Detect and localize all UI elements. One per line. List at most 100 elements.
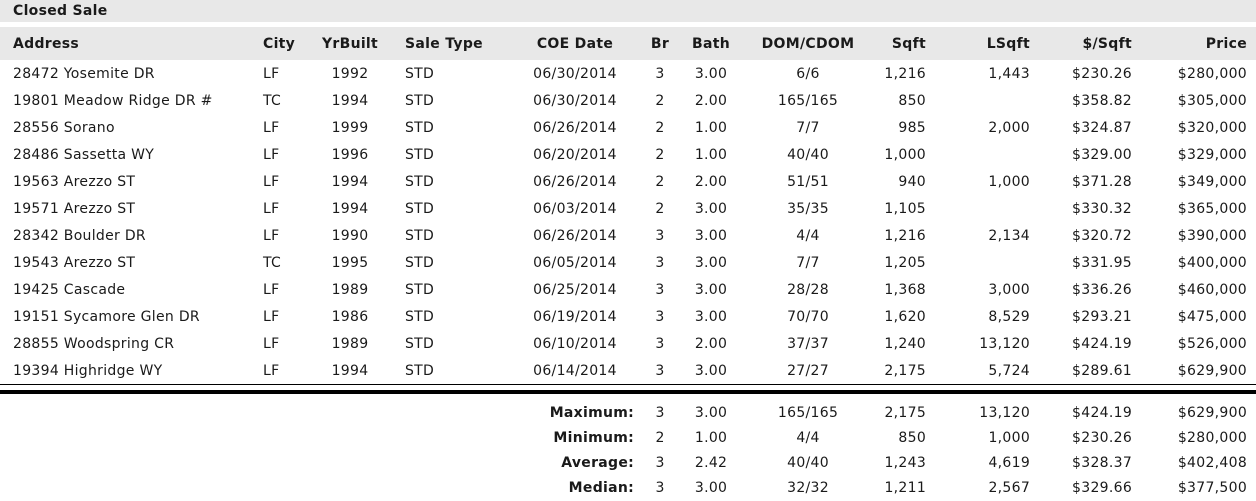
- summary-cell-price-per-sqft: $424.19: [1072, 404, 1133, 421]
- summary-cell-dom-cdom: 4/4: [796, 429, 820, 446]
- summary-cell-dom-cdom: 165/165: [777, 404, 839, 421]
- cell-coe-date: 06/14/2014: [533, 362, 617, 379]
- table-row: 19563 Arezzo ST LF 1994 STD 06/26/2014 2 2.00 5…: [0, 168, 1256, 195]
- summary-row-minimum: Minimum: 2 1.00 4/4 850 1,000 $230.26 $280,000: [0, 425, 1256, 450]
- table-row: 28855 Woodspring CR LF 1989 STD 06/10/2014 3 2…: [0, 330, 1256, 357]
- cell-yrbuilt: 1989: [331, 335, 369, 352]
- cell-bath: 2.00: [694, 173, 728, 190]
- cell-price-per-sqft: $329.00: [1072, 146, 1132, 163]
- cell-sale-type: STD: [405, 281, 435, 298]
- summary-cell-dom-cdom: 40/40: [787, 454, 829, 471]
- cell-sqft: 1,240: [884, 335, 926, 352]
- cell-bath: 3.00: [694, 200, 728, 217]
- cell-yrbuilt: 1996: [331, 146, 369, 163]
- cell-coe-date: 06/26/2014: [533, 173, 617, 190]
- cell-dom-cdom: 37/37: [787, 335, 829, 352]
- cell-br: 2: [655, 173, 665, 190]
- summary-cell-price: $629,900: [1177, 404, 1248, 421]
- summary-row-maximum: Maximum: 3 3.00 165/165 2,175 13,120 $424.19 $6…: [0, 400, 1256, 425]
- report-title-bar: Closed Sale: [0, 0, 1256, 22]
- cell-sqft: 1,105: [884, 200, 926, 217]
- cell-city: TC: [263, 254, 282, 271]
- cell-price-per-sqft: $289.61: [1072, 362, 1132, 379]
- cell-coe-date: 06/30/2014: [533, 92, 617, 109]
- cell-sale-type: STD: [405, 335, 435, 352]
- cell-price: $280,000: [1177, 65, 1247, 82]
- summary-cell-sqft: 1,243: [884, 454, 927, 471]
- summary-label: Average:: [561, 454, 635, 471]
- cell-br: 3: [655, 335, 665, 352]
- cell-sqft: 985: [898, 119, 926, 136]
- cell-br: 2: [655, 92, 665, 109]
- cell-price-per-sqft: $424.19: [1072, 335, 1132, 352]
- cell-address: 28556 Sorano: [13, 119, 115, 136]
- summary-cell-sqft: 2,175: [884, 404, 927, 421]
- cell-address: 28486 Sassetta WY: [13, 146, 155, 163]
- summary-cell-dom-cdom: 32/32: [787, 479, 829, 496]
- summary-cell-price: $377,500: [1177, 479, 1248, 496]
- column-header-address: Address: [0, 27, 250, 60]
- cell-city: LF: [263, 308, 280, 325]
- cell-price-per-sqft: $371.28: [1072, 173, 1132, 190]
- summary-cell-price: $402,408: [1177, 454, 1248, 471]
- table-row: 28486 Sassetta WY LF 1996 STD 06/20/2014 2 1.0…: [0, 141, 1256, 168]
- report-title: Closed Sale: [13, 3, 108, 19]
- cell-coe-date: 06/30/2014: [533, 65, 617, 82]
- cell-sqft: 1,368: [884, 281, 926, 298]
- cell-dom-cdom: 35/35: [787, 200, 829, 217]
- cell-sqft: 1,620: [884, 308, 926, 325]
- cell-yrbuilt: 1994: [331, 200, 369, 217]
- cell-sale-type: STD: [405, 146, 435, 163]
- cell-lsqft: 1,443: [988, 65, 1030, 82]
- column-header-sale-type: Sale Type: [385, 27, 510, 60]
- cell-city: LF: [263, 335, 280, 352]
- cell-coe-date: 06/25/2014: [533, 281, 617, 298]
- cell-sale-type: STD: [405, 254, 435, 271]
- cell-lsqft: 2,000: [988, 119, 1030, 136]
- separator-gap: [0, 385, 1256, 390]
- cell-sale-type: STD: [405, 173, 435, 190]
- cell-bath: 3.00: [694, 362, 728, 379]
- cell-bath: 1.00: [694, 146, 728, 163]
- cell-yrbuilt: 1990: [331, 227, 369, 244]
- cell-coe-date: 06/26/2014: [533, 119, 617, 136]
- cell-sqft: 1,205: [884, 254, 926, 271]
- cell-city: LF: [263, 200, 280, 217]
- summary-cell-br: 3: [655, 479, 665, 496]
- summary-cell-br: 3: [655, 404, 665, 421]
- cell-price: $320,000: [1177, 119, 1247, 136]
- column-header-br: Br: [640, 27, 680, 60]
- table-row: 28556 Sorano LF 1999 STD 06/26/2014 2 1.00 7/7 9…: [0, 114, 1256, 141]
- title-header-gap: [0, 22, 1256, 27]
- cell-bath: 2.00: [694, 335, 728, 352]
- cell-sqft: 1,216: [884, 227, 926, 244]
- separator-thick-rule: [0, 390, 1256, 394]
- cell-address: 19543 Arezzo ST: [13, 254, 136, 271]
- summary-cell-lsqft: 4,619: [988, 454, 1031, 471]
- summary-cell-lsqft: 2,567: [988, 479, 1031, 496]
- cell-dom-cdom: 6/6: [796, 65, 820, 82]
- cell-coe-date: 06/20/2014: [533, 146, 617, 163]
- cell-br: 3: [655, 308, 665, 325]
- summary-label: Minimum:: [553, 429, 635, 446]
- summary-cell-bath: 1.00: [694, 429, 728, 446]
- cell-address: 19563 Arezzo ST: [13, 173, 136, 190]
- cell-dom-cdom: 7/7: [796, 119, 820, 136]
- column-header-coe-date: COE Date: [510, 27, 640, 60]
- cell-address: 19801 Meadow Ridge DR #: [13, 92, 213, 109]
- table-row: 19543 Arezzo ST TC 1995 STD 06/05/2014 3 3.00 7…: [0, 249, 1256, 276]
- summary-label: Median:: [568, 479, 635, 496]
- cell-br: 3: [655, 362, 665, 379]
- cell-price: $365,000: [1177, 200, 1247, 217]
- cell-br: 3: [655, 254, 665, 271]
- cell-city: LF: [263, 119, 280, 136]
- column-header-city: City: [250, 27, 315, 60]
- summary-cell-price-per-sqft: $328.37: [1072, 454, 1133, 471]
- summary-cell-price: $280,000: [1177, 429, 1248, 446]
- summary-cell-bath: 3.00: [694, 479, 728, 496]
- cell-dom-cdom: 27/27: [787, 362, 829, 379]
- cell-lsqft: 13,120: [979, 335, 1030, 352]
- summary-table: Maximum: 3 3.00 165/165 2,175 13,120 $424.19 $6…: [0, 400, 1256, 500]
- table-row: 19151 Sycamore Glen DR LF 1986 STD 06/19/201…: [0, 303, 1256, 330]
- cell-bath: 3.00: [694, 227, 728, 244]
